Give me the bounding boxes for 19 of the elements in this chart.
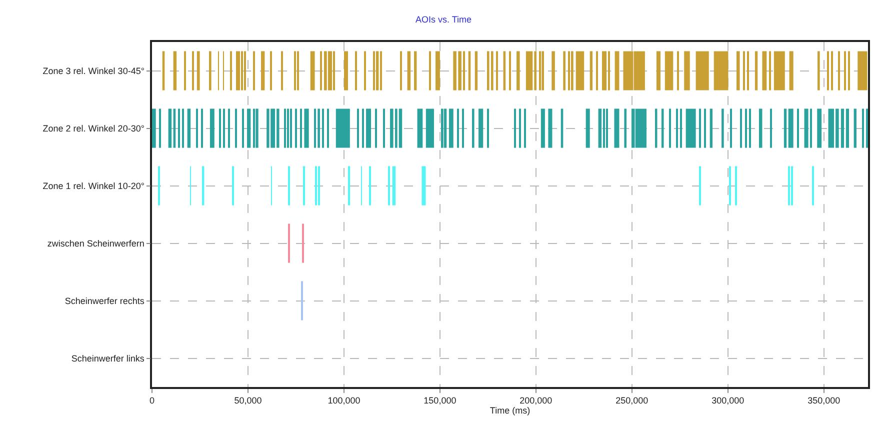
x-axis-title: Time (ms) (490, 406, 530, 416)
x-tick-label: 0 (149, 396, 155, 406)
x-tick-label: 350,000 (808, 396, 840, 406)
y-tick-label: Scheinwerfer rechts (64, 296, 145, 306)
y-tick-label: Zone 2 rel. Winkel 20-30° (42, 123, 145, 134)
y-tick-label: zwischen Scheinwerfern (47, 238, 144, 248)
bar (840, 108, 844, 148)
bar (854, 108, 856, 148)
chart-title: AOIs vs. Time (415, 14, 472, 24)
y-tick-label: Zone 3 rel. Winkel 30-45° (42, 66, 145, 76)
y-tick-label: Scheinwerfer links (71, 353, 145, 364)
x-tick-label: 250,000 (616, 396, 648, 406)
y-tick-label: Zone 1 rel. Winkel 10-20° (42, 180, 145, 191)
x-tick-label: 200,000 (520, 396, 552, 406)
x-tick-label: 300,000 (712, 396, 744, 406)
x-tick-label: 50,000 (234, 396, 262, 406)
x-tick-label: 100,000 (328, 396, 360, 406)
x-tick-label: 150,000 (424, 396, 456, 406)
bar (846, 108, 849, 148)
